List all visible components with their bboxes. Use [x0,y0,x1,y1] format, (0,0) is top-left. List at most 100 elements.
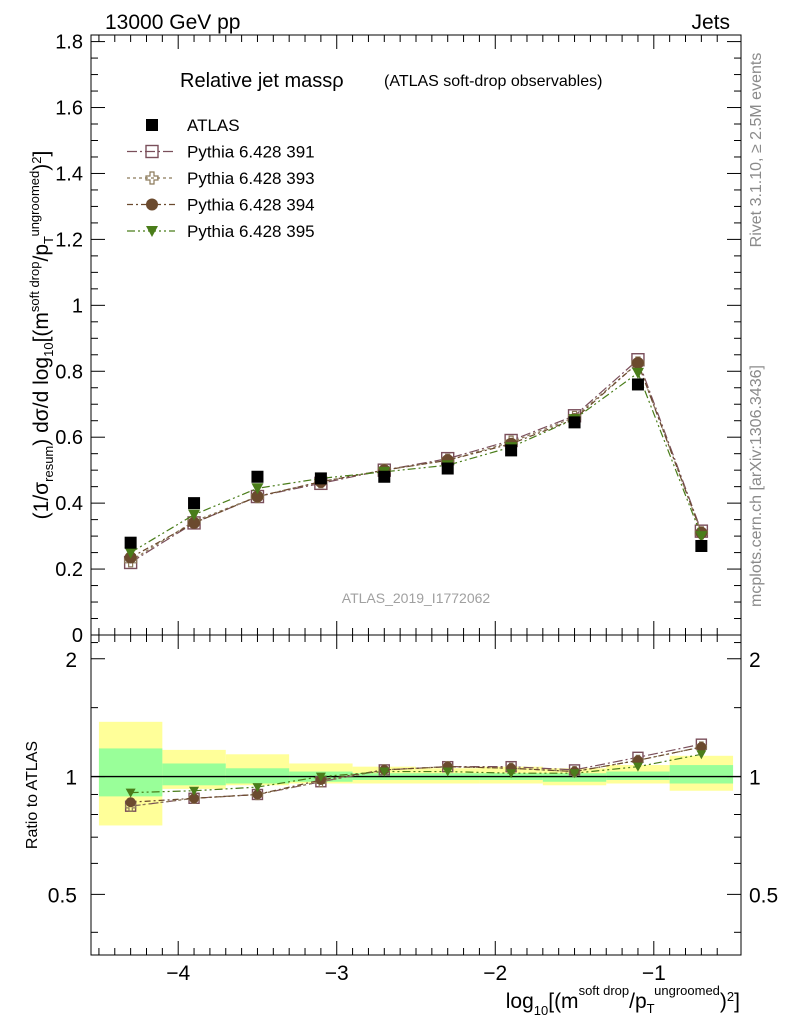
ratio-panel: 0.5 0.5 1 1 2 2 [48,634,778,956]
ratio-y-tick-label-right: 0.5 [749,884,778,907]
band-inner [225,768,290,784]
band-inner [162,763,226,786]
legend-label: Pythia 6.428 394 [187,196,315,215]
data-point [189,786,200,796]
header-left: 13000 GeV pp [105,11,240,34]
y-tick-label: 0.6 [55,427,83,449]
series-p394 [124,357,708,564]
legend-label: ATLAS [187,116,240,135]
svg-text:(1/σresum) dσ/d log10[(msoft d: (1/σresum) dσ/d log10[(msoft drop/pTungr… [27,151,56,520]
data-point [696,742,707,752]
series-p393 [124,356,708,568]
y-tick-label: 0.2 [55,559,83,581]
data-point [631,378,644,391]
legend-item-p391: Pythia 6.428 391 [127,143,315,162]
data-point [251,470,264,483]
ratio-y-tick-label: 2 [65,649,77,672]
data-point [441,462,454,475]
data-point [379,767,390,777]
y-tick-label: 1.4 [55,163,83,185]
watermark: ATLAS_2019_I1772062 [342,590,491,606]
y-tick-label: 1 [72,295,83,317]
y-tick-label: 1.6 [55,98,83,120]
band-inner [669,765,734,784]
y-tick-label: 0.8 [55,361,83,383]
x-tick-label: −3 [325,962,349,985]
data-point [506,769,517,779]
data-point [252,783,263,793]
series-p395 [124,367,708,559]
data-point [696,750,707,760]
mcplots-label: mcplots.cern.ch [arXiv:1306.3436] [748,365,765,607]
data-point [124,536,137,549]
data-point [145,144,159,159]
data-point [569,769,580,779]
data-point [632,762,643,772]
main-subtitle: (ATLAS soft-drop observables) [384,73,602,90]
data-point [251,483,264,495]
x-tick-label: −2 [483,962,507,985]
data-point [188,497,201,510]
legend-item-p395: Pythia 6.428 395 [127,222,315,241]
series-atlas [124,378,708,552]
series-line [130,358,702,563]
main-title: Relative jet massρ [180,70,344,92]
legend-label: Pythia 6.428 395 [187,222,315,241]
data-point [189,793,200,804]
svg-text:log10[(msoft drop/pTungroomed): log10[(msoft drop/pTungroomed)2] [506,983,740,1018]
legend-item-p393: Pythia 6.428 393 [127,169,315,188]
data-point [568,416,581,429]
ratio-y-tick-label-right: 2 [749,649,761,672]
band-inner [606,771,670,780]
ratio-y-tick-label-right: 1 [749,767,761,790]
data-point [146,226,158,237]
data-point [124,547,137,559]
legend-label: Pythia 6.428 391 [187,143,315,162]
data-point [695,539,708,552]
data-point [146,198,158,211]
ratio-series-p395 [125,750,707,798]
data-point [125,788,136,798]
y-tick-label: 0.4 [55,493,83,515]
ratio-ylabel: Ratio to ATLAS [24,741,41,849]
data-point [695,531,708,543]
ratio-y-tick-label: 0.5 [48,884,77,907]
data-point [188,509,201,521]
ratio-series-line [130,746,702,803]
data-point [145,171,159,185]
data-point [188,516,201,529]
data-point [631,357,644,370]
header-right: Jets [691,11,730,34]
legend-label: Pythia 6.428 393 [187,169,315,188]
series-line [130,361,702,559]
xlabel: log10[(msoft drop/pTungroomed)2] [506,983,740,1018]
data-point [378,470,391,483]
data-point [315,772,326,782]
main-panel: Relative jet massρ (ATLAS soft-drop obse… [55,32,742,647]
data-point [146,119,158,131]
x-tick-label: −1 [642,962,666,985]
data-point [251,490,264,503]
y-tick-label: 1.2 [55,229,83,251]
data-point [252,789,263,800]
legend: ATLAS Pythia 6.428 391 Pythia 6.428 393 Pyt… [127,116,315,241]
ratio-series-line [130,753,702,794]
data-point [442,767,453,777]
y-tick-label: 0 [72,625,83,647]
legend-item-atlas: ATLAS [146,116,240,135]
data-point [125,797,136,808]
series-line [130,362,702,562]
y-tick-label: 1.8 [55,32,83,54]
x-tick-label: −4 [166,962,190,985]
rivet-label: Rivet 3.1.10, ≥ 2.5M events [748,53,765,248]
data-point [631,367,644,379]
data-point [314,472,327,485]
series-line [130,371,702,554]
band-inner [98,748,163,797]
legend-item-p394: Pythia 6.428 394 [127,196,315,215]
ratio-y-tick-label: 1 [65,767,77,790]
main-ylabel: (1/σresum) dσ/d log10[(msoft drop/pTungr… [27,151,56,520]
data-point [505,444,518,457]
ratio-series-line [130,746,702,807]
